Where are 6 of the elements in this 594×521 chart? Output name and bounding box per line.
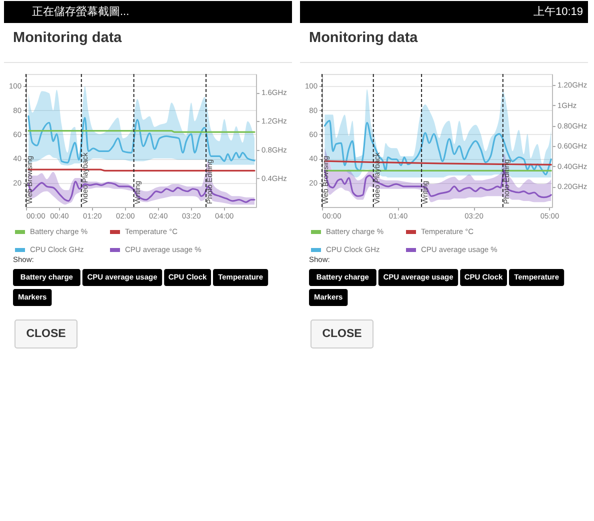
text: CLOSE — [26, 328, 66, 340]
chart-title: Monitoring data — [13, 30, 123, 46]
chart-title: Monitoring data — [309, 30, 419, 46]
text: 正在儲存螢幕截圖... — [32, 5, 130, 18]
text: 上午10:19 — [533, 5, 583, 18]
text: CLOSE — [322, 328, 362, 340]
